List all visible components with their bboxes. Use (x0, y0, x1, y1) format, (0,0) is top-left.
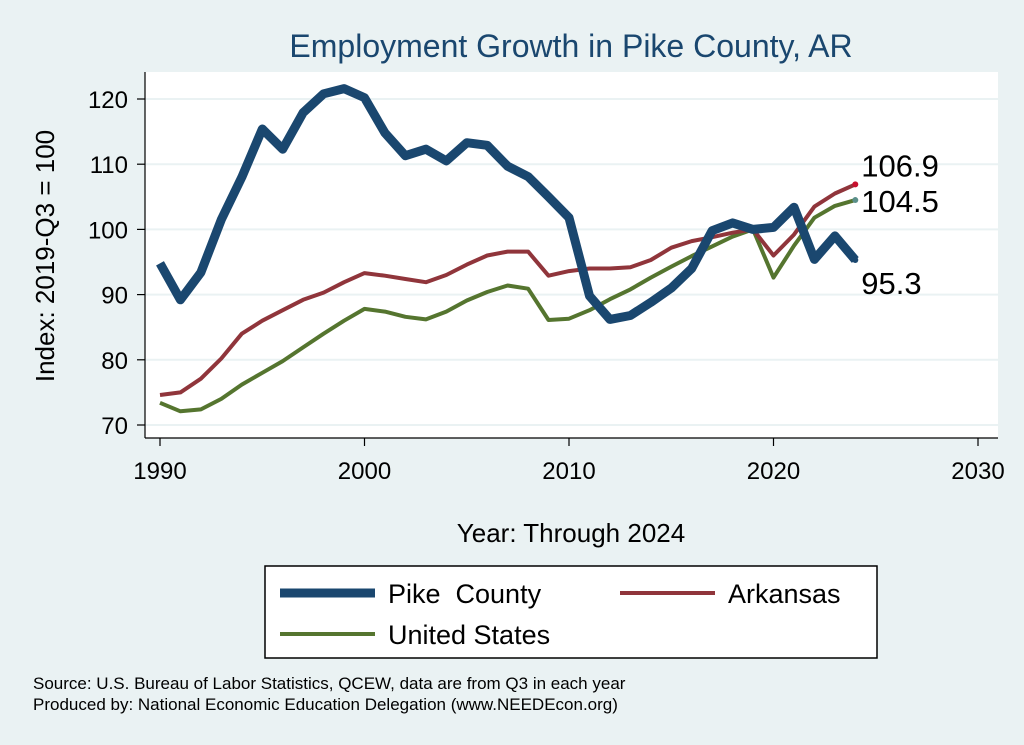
legend-label-pike-county: Pike County (388, 579, 542, 609)
y-tick-label-120: 120 (88, 87, 128, 114)
x-tick-label-1990: 1990 (133, 458, 186, 485)
x-tick-label-2000: 2000 (338, 458, 391, 485)
series-line-pike-county (156, 84, 859, 324)
x-axis-title: Year: Through 2024 (457, 518, 685, 548)
y-tick-label-90: 90 (101, 283, 128, 310)
end-marker-united-states (852, 197, 859, 204)
legend-label-arkansas: Arkansas (728, 579, 841, 609)
ticks: 70 80 90 100 110 120 1990 2000 2010 2020 2030 (88, 87, 1005, 485)
end-marker-arkansas (852, 181, 859, 188)
end-label-pike-county: 95.3 (861, 266, 921, 301)
plot-area (145, 72, 998, 438)
chart-title: Employment Growth in Pike County, AR (289, 28, 852, 64)
x-tick-label-2020: 2020 (747, 458, 800, 485)
legend-box (264, 565, 878, 659)
produced-by-note: Produced by: National Economic Education… (33, 695, 618, 714)
legend-label-united-states: United States (388, 620, 550, 650)
x-tick-label-2030: 2030 (951, 458, 1004, 485)
y-tick-label-110: 110 (90, 152, 128, 179)
end-label-arkansas: 106.9 (861, 148, 939, 183)
source-note: Source: U.S. Bureau of Labor Statistics,… (33, 674, 626, 693)
series-lines (156, 84, 859, 414)
end-marker-pike-county (852, 257, 859, 264)
y-tick-label-80: 80 (101, 348, 128, 375)
x-tick-label-2010: 2010 (542, 458, 595, 485)
y-tick-label-100: 100 (88, 217, 128, 244)
y-axis-title: Index: 2019-Q3 = 100 (30, 130, 60, 382)
axes (144, 72, 998, 439)
legend: Pike County Arkansas United States (264, 565, 878, 659)
series-line-united-states (159, 198, 856, 414)
y-tick-label-70: 70 (101, 413, 128, 440)
series-line-arkansas (159, 182, 857, 397)
end-label-united-states: 104.5 (861, 184, 939, 219)
